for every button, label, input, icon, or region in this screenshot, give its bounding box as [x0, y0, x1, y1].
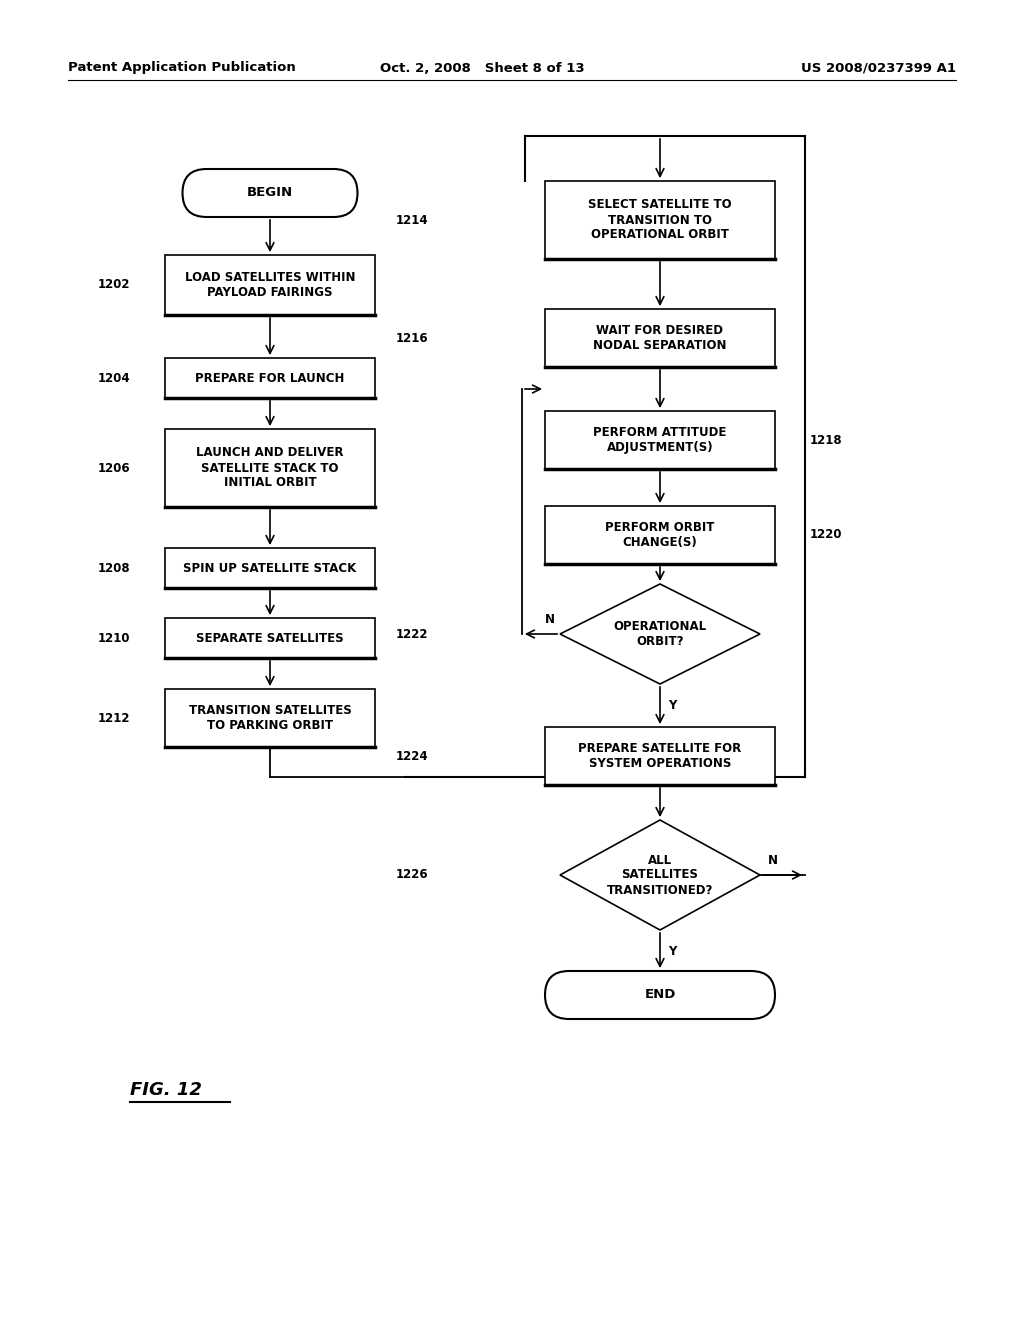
Text: 1210: 1210 [97, 631, 130, 644]
Text: 1218: 1218 [810, 433, 843, 446]
FancyBboxPatch shape [165, 689, 375, 747]
Text: 1224: 1224 [395, 750, 428, 763]
FancyBboxPatch shape [182, 169, 357, 216]
Text: 1216: 1216 [395, 331, 428, 345]
FancyBboxPatch shape [545, 181, 775, 259]
Text: SPIN UP SATELLITE STACK: SPIN UP SATELLITE STACK [183, 561, 356, 574]
FancyBboxPatch shape [545, 411, 775, 469]
FancyBboxPatch shape [165, 429, 375, 507]
Text: N: N [768, 854, 778, 867]
Text: END: END [644, 989, 676, 1002]
Text: US 2008/0237399 A1: US 2008/0237399 A1 [801, 62, 956, 74]
Text: WAIT FOR DESIRED
NODAL SEPARATION: WAIT FOR DESIRED NODAL SEPARATION [593, 323, 727, 352]
Text: FIG. 12: FIG. 12 [130, 1081, 202, 1100]
Text: 1222: 1222 [395, 627, 428, 640]
Text: 1208: 1208 [97, 561, 130, 574]
Text: 1206: 1206 [97, 462, 130, 474]
Text: Y: Y [668, 700, 677, 711]
FancyBboxPatch shape [165, 618, 375, 657]
Text: 1204: 1204 [97, 371, 130, 384]
Text: LAUNCH AND DELIVER
SATELLITE STACK TO
INITIAL ORBIT: LAUNCH AND DELIVER SATELLITE STACK TO IN… [197, 446, 344, 490]
Text: N: N [545, 612, 555, 626]
Text: 1212: 1212 [97, 711, 130, 725]
FancyBboxPatch shape [165, 255, 375, 315]
FancyBboxPatch shape [165, 548, 375, 587]
Text: OPERATIONAL
ORBIT?: OPERATIONAL ORBIT? [613, 620, 707, 648]
Polygon shape [560, 583, 760, 684]
FancyBboxPatch shape [545, 727, 775, 785]
Text: Oct. 2, 2008   Sheet 8 of 13: Oct. 2, 2008 Sheet 8 of 13 [380, 62, 585, 74]
Text: LOAD SATELLITES WITHIN
PAYLOAD FAIRINGS: LOAD SATELLITES WITHIN PAYLOAD FAIRINGS [184, 271, 355, 300]
Text: BEGIN: BEGIN [247, 186, 293, 199]
Text: PERFORM ORBIT
CHANGE(S): PERFORM ORBIT CHANGE(S) [605, 521, 715, 549]
Text: 1214: 1214 [395, 214, 428, 227]
Text: 1226: 1226 [395, 869, 428, 882]
FancyBboxPatch shape [545, 309, 775, 367]
Text: ALL
SATELLITES
TRANSITIONED?: ALL SATELLITES TRANSITIONED? [607, 854, 713, 896]
Text: PREPARE FOR LAUNCH: PREPARE FOR LAUNCH [196, 371, 345, 384]
Text: 1202: 1202 [97, 279, 130, 292]
Text: SEPARATE SATELLITES: SEPARATE SATELLITES [197, 631, 344, 644]
Polygon shape [560, 820, 760, 931]
Text: SELECT SATELLITE TO
TRANSITION TO
OPERATIONAL ORBIT: SELECT SATELLITE TO TRANSITION TO OPERAT… [588, 198, 732, 242]
FancyBboxPatch shape [165, 358, 375, 399]
FancyBboxPatch shape [545, 972, 775, 1019]
Text: TRANSITION SATELLITES
TO PARKING ORBIT: TRANSITION SATELLITES TO PARKING ORBIT [188, 704, 351, 733]
FancyBboxPatch shape [545, 506, 775, 564]
Text: PREPARE SATELLITE FOR
SYSTEM OPERATIONS: PREPARE SATELLITE FOR SYSTEM OPERATIONS [579, 742, 741, 770]
Text: PERFORM ATTITUDE
ADJUSTMENT(S): PERFORM ATTITUDE ADJUSTMENT(S) [593, 426, 727, 454]
Text: Patent Application Publication: Patent Application Publication [68, 62, 296, 74]
Text: 1220: 1220 [810, 528, 843, 541]
Text: Y: Y [668, 945, 677, 958]
